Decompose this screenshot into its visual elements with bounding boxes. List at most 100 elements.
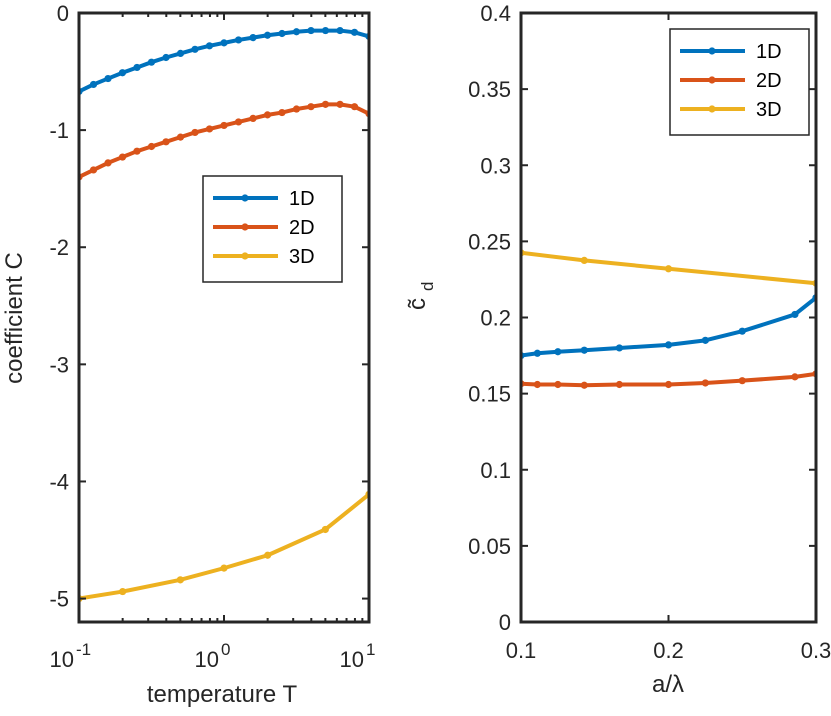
- left-point-3D: [119, 587, 127, 596]
- right-xtick-label: 0.1: [506, 638, 537, 663]
- left-point-1D: [350, 28, 359, 36]
- left-xtick-label-base: 10: [340, 647, 364, 672]
- right-ytick-label: 0: [499, 610, 511, 635]
- right-point-2D: [791, 373, 799, 381]
- left-xtick-label-exponent: -1: [76, 640, 91, 659]
- left-ytick-label: -5: [49, 587, 69, 612]
- left-point-1D: [89, 80, 98, 89]
- right-ylabel-subscript: d: [418, 282, 437, 291]
- right-legend: 1D 2D 3D: [669, 28, 810, 136]
- left-ytick-label: -4: [49, 469, 69, 494]
- right-ytick-label: 0.1: [480, 458, 511, 483]
- right-point-1D: [580, 346, 588, 354]
- left-ytick-label: -3: [49, 352, 69, 377]
- left-xlabel: temperature T: [147, 681, 298, 708]
- right-chart: 0 0.05 0.1 0.15 0.2 0.25 0.3 0.35 0.4 0.1 0.2 0.3 1…: [404, 1, 831, 698]
- left-point-1D: [278, 29, 286, 38]
- left-xtick-label-base: 10: [195, 647, 219, 672]
- right-point-2D: [580, 381, 588, 389]
- left-point-1D: [118, 69, 127, 77]
- left-point-2D: [278, 108, 286, 117]
- right-legend-marker-2D: [708, 76, 716, 84]
- left-point-2D: [176, 133, 185, 141]
- right-point-2D: [738, 377, 746, 385]
- left-legend-marker-2D: [241, 223, 249, 231]
- left-legend-label-1D: 1D: [289, 188, 315, 210]
- left-point-2D: [162, 138, 170, 146]
- right-legend-marker-3D: [708, 105, 716, 113]
- left-point-1D: [220, 39, 228, 47]
- left-point-2D: [249, 114, 257, 122]
- left-point-3D: [176, 576, 184, 584]
- right-legend-label-2D: 2D: [756, 70, 782, 92]
- left-point-2D: [220, 121, 228, 130]
- left-point-2D: [133, 147, 141, 155]
- left-plot-area: [79, 13, 369, 622]
- right-point-1D: [554, 348, 562, 356]
- left-point-2D: [292, 105, 301, 113]
- right-point-3D: [664, 265, 673, 273]
- left-point-2D: [321, 100, 330, 108]
- left-legend-label-2D: 2D: [289, 217, 315, 239]
- left-legend-label-3D: 3D: [289, 246, 315, 268]
- right-point-1D: [664, 341, 673, 349]
- left-legend-marker-3D: [241, 252, 249, 260]
- right-xtick-label: 0.2: [653, 638, 684, 663]
- left-point-1D: [191, 45, 199, 53]
- left-point-2D: [307, 103, 315, 111]
- left-point-3D: [321, 525, 329, 534]
- right-point-2D: [554, 380, 562, 389]
- right-ytick-label: 0.4: [480, 1, 511, 26]
- left-point-2D: [234, 118, 243, 126]
- left-ylabel: coefficient C: [1, 252, 28, 384]
- left-point-2D: [147, 142, 156, 151]
- right-ytick-label: 0.3: [480, 153, 511, 178]
- left-point-1D: [292, 28, 301, 36]
- left-xtick-label-exponent: 1: [366, 640, 375, 659]
- left-point-2D: [104, 159, 112, 167]
- left-point-1D: [307, 26, 315, 35]
- left-point-2D: [118, 153, 127, 161]
- left-point-1D: [133, 63, 141, 72]
- right-point-1D: [791, 310, 799, 319]
- left-point-2D: [205, 125, 214, 133]
- right-point-1D: [738, 327, 746, 335]
- right-legend-label-3D: 3D: [756, 99, 782, 121]
- left-point-2D: [263, 111, 272, 119]
- right-xlabel: a/λ: [652, 671, 684, 698]
- left-point-2D: [336, 100, 344, 108]
- right-ytick-label: 0.2: [480, 306, 511, 331]
- right-point-2D: [664, 380, 673, 389]
- left-point-1D: [263, 31, 272, 39]
- left-point-1D: [336, 26, 344, 35]
- left-point-1D: [104, 74, 112, 83]
- right-point-1D: [533, 349, 541, 357]
- left-point-2D: [89, 166, 98, 174]
- left-point-1D: [321, 26, 330, 35]
- left-point-1D: [205, 42, 214, 50]
- right-series-line-1D: [521, 295, 816, 358]
- left-point-3D: [264, 551, 272, 559]
- right-ytick-label: 0.05: [468, 534, 511, 559]
- left-legend-marker-1D: [241, 194, 249, 202]
- right-point-2D: [533, 380, 541, 389]
- left-ytick-label: -2: [49, 235, 69, 260]
- right-ytick-label: 0.35: [468, 77, 511, 102]
- left-xtick-label-exponent: 0: [221, 640, 230, 659]
- left-point-3D: [220, 564, 228, 572]
- right-point-1D: [615, 344, 623, 352]
- right-xtick-label: 0.3: [801, 638, 831, 663]
- left-point-1D: [176, 49, 185, 58]
- left-point-2D: [350, 103, 359, 111]
- left-ytick-label: 0: [57, 1, 69, 26]
- right-ylabel: c̃: [404, 298, 431, 310]
- right-point-1D: [701, 336, 709, 344]
- left-xtick-label-base: 10: [50, 647, 74, 672]
- left-ytick-label: -1: [49, 118, 69, 143]
- right-point-3D: [580, 256, 588, 265]
- left-point-2D: [191, 128, 199, 137]
- left-point-1D: [162, 53, 170, 62]
- left-point-1D: [234, 36, 243, 44]
